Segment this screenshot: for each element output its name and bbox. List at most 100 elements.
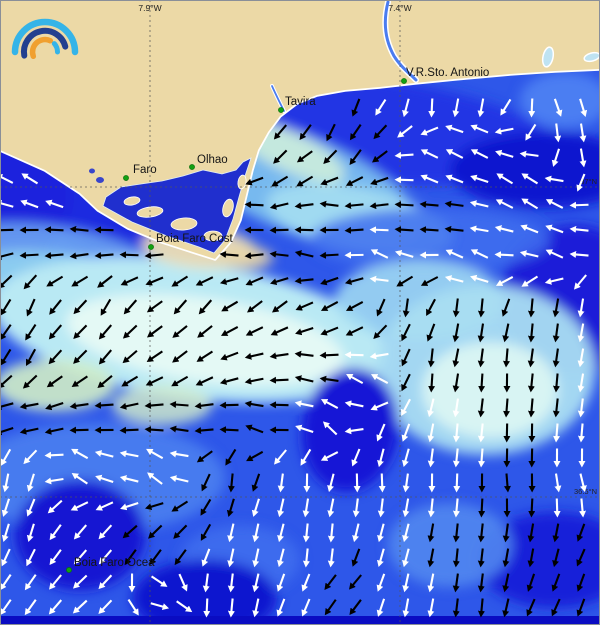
flow-arrow [503,348,510,368]
flow-arrow [351,448,361,467]
flow-arrow [394,226,414,234]
flow-arrow [344,202,364,210]
flow-arrow [324,574,337,590]
coastal-inlet [541,46,555,68]
flow-arrow [521,198,539,210]
flow-arrow [569,250,589,258]
flow-arrow [370,401,389,411]
flow-arrow [119,475,139,483]
flow-arrow [349,599,362,615]
flow-arrow [150,602,170,611]
flow-arrow [97,375,113,389]
lagoon-water [102,157,252,254]
flow-arrow [246,450,264,462]
flow-arrow [145,502,164,511]
flow-arrow [73,299,88,315]
flow-arrow [527,398,535,418]
flow-arrow [45,199,64,209]
bottom-field-strip [0,616,600,625]
flow-arrow [402,573,410,593]
flow-arrow [0,348,12,366]
flow-arrow [22,374,38,389]
flow-arrow [345,326,364,336]
flow-arrow [445,174,464,184]
flow-arrow [47,499,63,514]
flow-arrow [494,225,514,233]
flow-arrow [527,548,535,568]
flow-arrow [494,251,514,259]
flow-arrow [576,523,586,542]
flow-arrow [320,399,339,409]
flow-arrow [1,498,11,517]
flow-arrow [173,299,188,315]
flow-arrow [552,298,560,318]
flow-arrow [73,574,88,589]
flow-arrow [401,423,411,442]
flow-arrow [270,326,289,336]
flow-arrow [245,276,264,286]
flow-arrow [573,274,587,290]
flow-arrow [69,225,89,233]
flow-arrow [577,398,585,418]
flow-arrow [369,202,389,210]
flow-arrow [301,573,311,592]
flow-arrow [576,598,586,617]
flow-arrow [452,598,460,618]
flow-arrow [527,348,535,368]
flow-arrow [322,421,338,436]
flow-arrow [373,124,388,140]
ria-formosa-lagoon [89,157,252,254]
flow-arrow [26,298,36,317]
town-label: Faro [133,164,157,176]
flow-arrow [25,348,37,366]
flow-arrow [320,326,339,336]
flow-arrow [271,175,289,187]
logo-arc [11,18,79,56]
flow-arrow [345,176,364,186]
flow-arrow [49,574,62,590]
flow-arrow [477,323,485,343]
flow-arrow [420,149,439,159]
flow-arrow [327,498,335,518]
flow-arrow [402,548,410,568]
flow-arrow [444,275,464,283]
flow-arrow [71,448,89,460]
flow-arrow [576,573,586,592]
flow-arrow [478,373,486,393]
flow-arrow [276,598,286,617]
flow-arrow [427,398,435,418]
flow-arrow [146,300,163,313]
flow-arrow [419,226,439,234]
flow-arrow [402,98,410,118]
flow-arrow [169,425,189,433]
flow-arrow [521,275,539,287]
flow-arrow [0,574,12,591]
flow-arrow [427,548,435,568]
flow-arrow [219,277,239,285]
flow-arrow [453,473,461,493]
flow-arrow [401,373,411,392]
flow-arrow [227,598,235,618]
flow-arrow [150,575,168,587]
flow-arrow [477,598,485,618]
flow-arrow [220,326,239,336]
flow-arrow [445,249,464,259]
flow-arrow [122,349,138,364]
flow-arrow [502,598,510,618]
flow-arrow [552,323,560,343]
flow-arrow [323,149,338,164]
flow-arrow [319,200,339,208]
flow-arrow [173,524,188,539]
flow-arrow [19,402,39,410]
flow-arrow [172,350,188,363]
flow-arrow [277,523,285,543]
flow-arrow [24,574,37,591]
flow-arrow [277,473,285,493]
flow-arrow [144,402,164,409]
flow-arrow [120,276,139,286]
current-arrows [0,98,589,618]
flow-arrow [377,498,385,518]
flow-arrow [444,200,464,208]
flow-arrow [302,498,310,518]
flow-arrow [169,450,189,458]
